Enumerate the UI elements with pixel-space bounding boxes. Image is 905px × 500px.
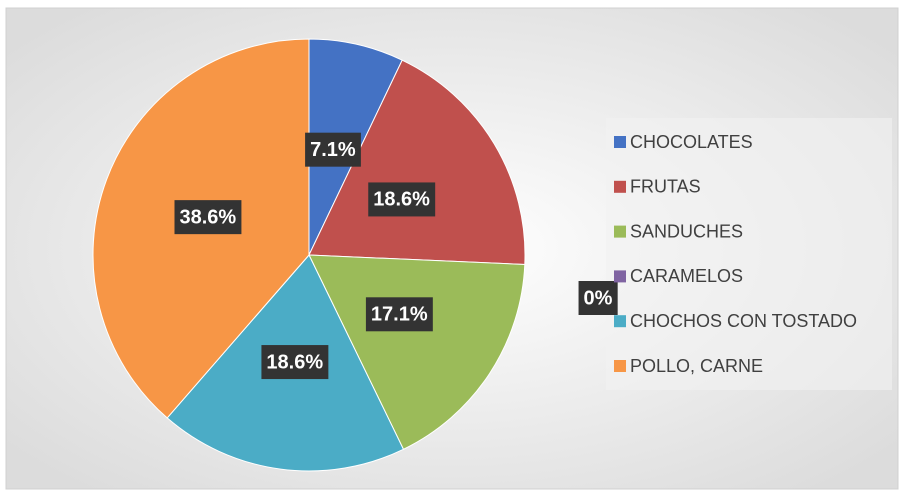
data-label-box [368,182,436,217]
legend-swatch [614,315,626,328]
data-label-box [261,345,329,380]
data-label-text: 18.6% [373,189,430,211]
legend-box [606,118,892,390]
data-label-box [305,132,361,167]
data-label: 17.1% [365,297,433,332]
pie [92,38,526,472]
data-label: 18.6% [261,345,329,380]
legend-label: CHOCHOS CON TOSTADO [630,311,857,331]
legend-label: FRUTAS [630,177,701,197]
legend: CHOCOLATES FRUTAS SANDUCHES CARAMELOS CHOCHO… [614,132,857,376]
data-label: 38.6% [174,200,242,235]
data-label: 7.1% [305,132,361,167]
data-label-box [365,297,433,332]
data-labels: 7.1% 18.6% 17.1% 0% 18.6% 38.6% [174,132,618,380]
legend-label: CHOCOLATES [630,132,753,152]
pie-slice [308,59,526,266]
data-label-text: 18.6% [266,351,323,373]
legend-swatch [614,136,626,148]
legend-swatch [614,270,626,283]
data-label-text: 0% [584,287,613,309]
data-label-text: 7.1% [310,139,356,161]
data-label-text: 38.6% [179,206,236,228]
pie-slice [308,254,526,450]
legend-label: SANDUCHES [630,221,743,241]
legend-label: POLLO, CARNE [630,356,763,376]
legend-swatch [614,180,626,193]
data-label-box [578,281,618,315]
legend-swatch [614,360,626,372]
data-label-text: 17.1% [371,304,428,326]
legend-label: CARAMELOS [630,266,743,286]
data-label-box [174,200,242,235]
data-label: 18.6% [368,182,436,217]
legend-swatch [614,225,626,238]
data-label: 0% [578,281,618,315]
